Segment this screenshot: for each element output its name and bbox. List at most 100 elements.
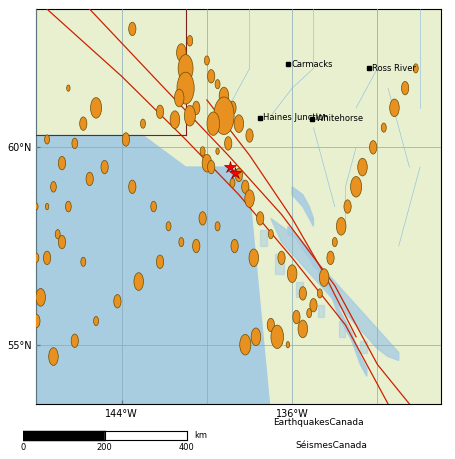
Circle shape bbox=[245, 190, 254, 207]
Circle shape bbox=[242, 180, 249, 194]
Polygon shape bbox=[339, 321, 345, 337]
Circle shape bbox=[45, 135, 50, 144]
Circle shape bbox=[34, 253, 39, 263]
Circle shape bbox=[219, 87, 229, 105]
Circle shape bbox=[318, 289, 322, 298]
Circle shape bbox=[187, 35, 193, 46]
Circle shape bbox=[51, 181, 56, 192]
Polygon shape bbox=[296, 281, 303, 297]
Circle shape bbox=[129, 180, 136, 194]
Circle shape bbox=[204, 56, 209, 65]
Circle shape bbox=[350, 177, 362, 197]
Text: km: km bbox=[195, 431, 208, 440]
Circle shape bbox=[202, 154, 212, 172]
Circle shape bbox=[332, 237, 337, 246]
Circle shape bbox=[381, 123, 386, 132]
Circle shape bbox=[192, 101, 200, 115]
Circle shape bbox=[298, 320, 308, 338]
Circle shape bbox=[67, 85, 70, 91]
Text: EarthquakesCanada: EarthquakesCanada bbox=[273, 418, 364, 426]
Polygon shape bbox=[288, 226, 367, 376]
Polygon shape bbox=[271, 218, 399, 360]
Circle shape bbox=[286, 341, 289, 348]
Circle shape bbox=[234, 115, 243, 133]
Circle shape bbox=[33, 314, 40, 328]
Circle shape bbox=[319, 269, 329, 286]
Circle shape bbox=[278, 251, 285, 264]
Circle shape bbox=[358, 158, 367, 176]
Circle shape bbox=[58, 157, 66, 170]
Circle shape bbox=[307, 308, 312, 318]
Circle shape bbox=[80, 117, 87, 130]
Circle shape bbox=[94, 316, 99, 325]
Circle shape bbox=[257, 212, 264, 225]
Circle shape bbox=[199, 212, 206, 225]
Polygon shape bbox=[260, 230, 267, 246]
Circle shape bbox=[43, 251, 51, 264]
Circle shape bbox=[177, 44, 186, 62]
Circle shape bbox=[231, 239, 238, 253]
Circle shape bbox=[230, 178, 235, 187]
Circle shape bbox=[413, 64, 418, 73]
Circle shape bbox=[129, 22, 136, 36]
Circle shape bbox=[170, 111, 180, 129]
Circle shape bbox=[293, 310, 300, 324]
Circle shape bbox=[225, 137, 232, 150]
Polygon shape bbox=[360, 341, 367, 353]
Circle shape bbox=[216, 148, 219, 154]
Circle shape bbox=[207, 70, 215, 83]
Polygon shape bbox=[292, 187, 313, 226]
Text: 400: 400 bbox=[179, 443, 194, 452]
Circle shape bbox=[207, 112, 220, 135]
Circle shape bbox=[134, 273, 143, 291]
Circle shape bbox=[336, 218, 346, 235]
Text: Haines Junction: Haines Junction bbox=[263, 113, 329, 122]
Text: 0: 0 bbox=[20, 443, 25, 452]
Polygon shape bbox=[36, 9, 441, 404]
Circle shape bbox=[71, 334, 78, 347]
Circle shape bbox=[122, 133, 130, 146]
Circle shape bbox=[151, 201, 157, 212]
Circle shape bbox=[179, 237, 184, 246]
Circle shape bbox=[344, 200, 351, 213]
Circle shape bbox=[200, 147, 205, 156]
Circle shape bbox=[46, 203, 49, 210]
Circle shape bbox=[81, 257, 86, 266]
Circle shape bbox=[141, 119, 146, 128]
Circle shape bbox=[235, 168, 243, 182]
Circle shape bbox=[207, 160, 215, 174]
Circle shape bbox=[35, 203, 38, 210]
Circle shape bbox=[229, 101, 236, 115]
Circle shape bbox=[288, 265, 297, 282]
Circle shape bbox=[157, 105, 164, 118]
Circle shape bbox=[389, 99, 399, 117]
Circle shape bbox=[66, 201, 71, 212]
Circle shape bbox=[268, 230, 273, 239]
Text: Carmacks: Carmacks bbox=[291, 60, 333, 69]
Text: 200: 200 bbox=[97, 443, 112, 452]
Circle shape bbox=[310, 298, 317, 312]
Circle shape bbox=[249, 249, 258, 267]
Circle shape bbox=[215, 79, 220, 89]
Text: Ross River: Ross River bbox=[372, 64, 416, 73]
Polygon shape bbox=[275, 254, 283, 274]
Circle shape bbox=[369, 140, 377, 154]
Circle shape bbox=[58, 235, 66, 249]
Circle shape bbox=[36, 289, 46, 306]
Text: SéismesCanada: SéismesCanada bbox=[296, 441, 368, 449]
Circle shape bbox=[246, 129, 253, 142]
Circle shape bbox=[240, 335, 251, 355]
Circle shape bbox=[86, 172, 93, 185]
Circle shape bbox=[271, 325, 283, 348]
Circle shape bbox=[177, 72, 194, 104]
Circle shape bbox=[49, 348, 58, 365]
Circle shape bbox=[55, 230, 60, 239]
Polygon shape bbox=[318, 305, 324, 317]
Circle shape bbox=[114, 295, 121, 308]
Circle shape bbox=[299, 287, 306, 300]
Circle shape bbox=[215, 222, 220, 231]
Circle shape bbox=[251, 328, 261, 346]
Polygon shape bbox=[249, 179, 441, 404]
Circle shape bbox=[192, 239, 200, 253]
Circle shape bbox=[401, 81, 409, 95]
